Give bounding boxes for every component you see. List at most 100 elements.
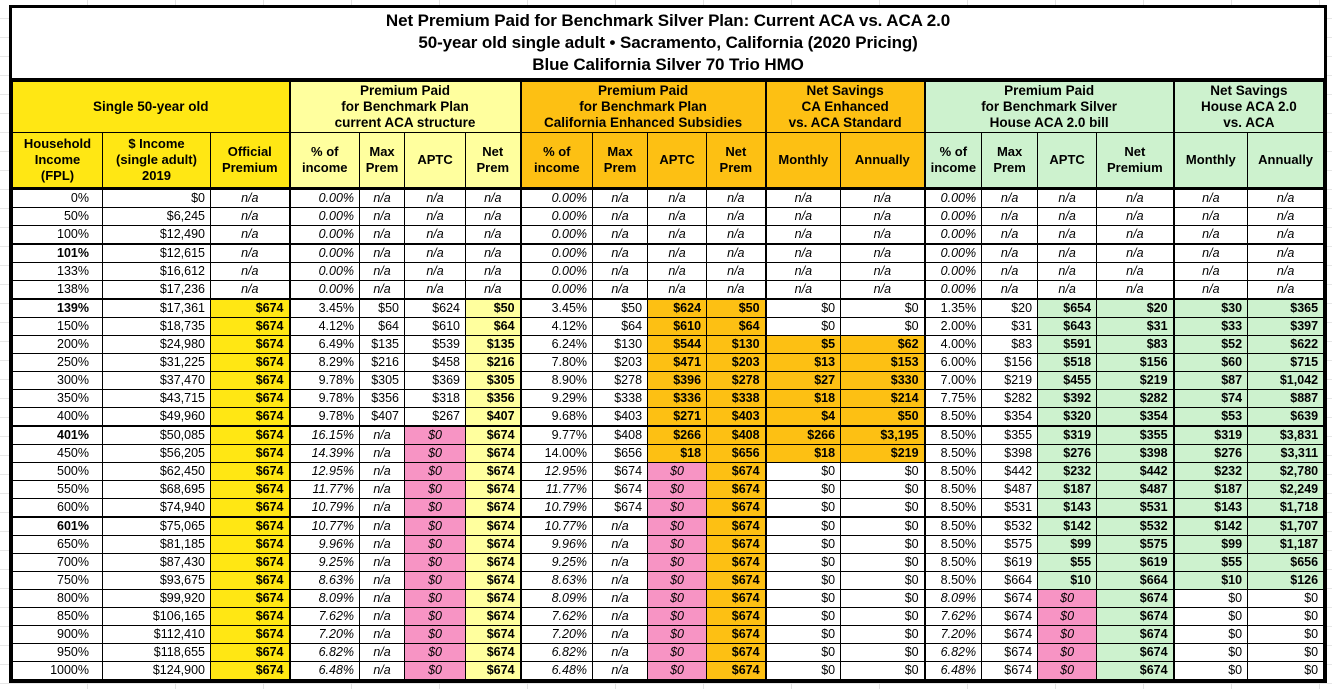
cell-aca_pct: 0.00% xyxy=(288,262,361,281)
cell-aca_aptc: n/a xyxy=(404,262,467,281)
cell-fpl: 250% xyxy=(12,353,103,372)
cell-fpl: 400% xyxy=(12,407,103,427)
cell-h_monthly: $319 xyxy=(1172,425,1249,445)
cell-official: n/a xyxy=(209,262,291,281)
cell-aca_net: $674 xyxy=(465,571,522,590)
cell-fpl: 600% xyxy=(12,498,103,518)
cell-aca_aptc: n/a xyxy=(404,225,467,245)
cell-h_net: n/a xyxy=(1096,243,1175,263)
cell-ca_aptc: $0 xyxy=(647,607,708,626)
cell-aca_net: $305 xyxy=(465,371,522,390)
cell-h_monthly: $33 xyxy=(1172,317,1249,336)
cell-ca_monthly: $0 xyxy=(764,535,842,554)
cell-h_pct: 8.50% xyxy=(923,553,983,572)
cell-aca_pct: 14.39% xyxy=(288,444,361,463)
cell-aca_pct: 9.78% xyxy=(288,407,361,427)
cell-ca_annually: n/a xyxy=(840,225,926,245)
premium-comparison-table: Single 50-year old Premium Paid for Bench… xyxy=(11,81,1325,680)
cell-h_pct: 8.50% xyxy=(923,535,983,554)
cell-ca_pct: 0.00% xyxy=(519,225,594,245)
cell-ca_annually: $219 xyxy=(840,444,926,463)
group-header: Premium Paid for Benchmark Silver House … xyxy=(923,81,1175,133)
cell-aca_aptc: $0 xyxy=(404,425,467,445)
cell-ca_monthly: n/a xyxy=(764,243,842,263)
cell-h_aptc: $232 xyxy=(1037,462,1098,481)
table-row: 500% $62,450 $674 12.95% n/a $0 $674 12.95% $674… xyxy=(12,462,1325,481)
cell-ca_pct: 0.00% xyxy=(519,280,594,300)
cell-ca_monthly: n/a xyxy=(764,280,842,300)
cell-aca_max: $135 xyxy=(359,335,406,354)
cell-official: $674 xyxy=(209,643,291,662)
cell-aca_pct: 16.15% xyxy=(288,425,361,445)
cell-ca_monthly: $0 xyxy=(764,661,842,680)
cell-h_pct: 6.00% xyxy=(923,353,983,372)
table-row: 350% $43,715 $674 9.78% $356 $318 $356 9.29% $33… xyxy=(12,389,1325,408)
cell-h_max: n/a xyxy=(981,188,1039,208)
cell-ca_max: $203 xyxy=(592,353,649,372)
cell-ca_aptc: n/a xyxy=(647,262,708,281)
table-row: 133% $16,612 n/a 0.00% n/a n/a n/a 0.00% n/a n/a n… xyxy=(12,262,1325,281)
cell-aca_net: $407 xyxy=(465,407,522,427)
cell-h_aptc: $320 xyxy=(1037,407,1098,427)
cell-income: $56,205 xyxy=(102,444,211,463)
cell-ca_net: n/a xyxy=(706,262,767,281)
cell-aca_pct: 8.29% xyxy=(288,353,361,372)
cell-h_pct: 8.50% xyxy=(923,480,983,499)
cell-fpl: 50% xyxy=(12,207,103,226)
table-row: 101% $12,615 n/a 0.00% n/a n/a n/a 0.00% n/a n/a n… xyxy=(12,243,1325,263)
group-header: Net Savings House ACA 2.0 vs. ACA xyxy=(1172,81,1325,133)
cell-ca_max: n/a xyxy=(592,516,649,536)
cell-official: $674 xyxy=(209,516,291,536)
cell-aca_aptc: $0 xyxy=(404,535,467,554)
cell-h_net: $674 xyxy=(1096,643,1175,662)
cell-h_monthly: n/a xyxy=(1172,243,1249,263)
cell-aca_aptc: $0 xyxy=(404,498,467,518)
cell-ca_annually: $153 xyxy=(840,353,926,372)
cell-aca_pct: 10.79% xyxy=(288,498,361,518)
cell-ca_aptc: $266 xyxy=(647,425,708,445)
cell-aca_aptc: n/a xyxy=(404,243,467,263)
cell-h_max: $674 xyxy=(981,589,1039,608)
column-header-ca_monthly: Monthly xyxy=(764,132,842,190)
cell-h_annually: $715 xyxy=(1247,353,1325,372)
cell-h_net: $31 xyxy=(1096,317,1175,336)
cell-ca_net: $674 xyxy=(706,661,767,680)
cell-fpl: 601% xyxy=(12,516,103,536)
cell-h_pct: 8.50% xyxy=(923,571,983,590)
cell-h_aptc: $518 xyxy=(1037,353,1098,372)
cell-ca_pct: 10.77% xyxy=(519,516,594,536)
cell-aca_max: n/a xyxy=(359,243,406,263)
cell-ca_max: n/a xyxy=(592,207,649,226)
cell-ca_monthly: $0 xyxy=(764,643,842,662)
cell-h_max: n/a xyxy=(981,207,1039,226)
cell-h_aptc: $643 xyxy=(1037,317,1098,336)
table-row: 900% $112,410 $674 7.20% n/a $0 $674 7.20% n/a $0… xyxy=(12,625,1325,644)
cell-ca_aptc: $610 xyxy=(647,317,708,336)
cell-h_max: $355 xyxy=(981,425,1039,445)
cell-h_annually: $0 xyxy=(1247,589,1325,608)
cell-aca_pct: 0.00% xyxy=(288,188,361,208)
cell-ca_monthly: $13 xyxy=(764,353,842,372)
cell-h_pct: 6.48% xyxy=(923,661,983,680)
cell-official: $674 xyxy=(209,661,291,680)
cell-ca_monthly: $0 xyxy=(764,607,842,626)
group-header: Net Savings CA Enhanced vs. ACA Standard xyxy=(764,81,926,133)
table-row: 401% $50,085 $674 16.15% n/a $0 $674 9.77% $408 $… xyxy=(12,425,1325,445)
group-header: Single 50-year old xyxy=(11,81,291,133)
cell-ca_pct: 9.77% xyxy=(519,425,594,445)
cell-official: n/a xyxy=(209,243,291,263)
cell-ca_annually: n/a xyxy=(840,188,926,208)
cell-ca_pct: 10.79% xyxy=(519,498,594,518)
cell-fpl: 700% xyxy=(12,553,103,572)
cell-h_net: $355 xyxy=(1096,425,1175,445)
cell-ca_pct: 6.24% xyxy=(519,335,594,354)
cell-ca_annually: $3,195 xyxy=(840,425,926,445)
cell-h_annually: $1,187 xyxy=(1247,535,1325,554)
cell-aca_aptc: $0 xyxy=(404,571,467,590)
cell-h_monthly: $276 xyxy=(1172,444,1249,463)
cell-h_monthly: $60 xyxy=(1172,353,1249,372)
cell-ca_monthly: $0 xyxy=(764,317,842,336)
cell-ca_net: $203 xyxy=(706,353,767,372)
cell-official: $674 xyxy=(209,553,291,572)
cell-aca_aptc: $0 xyxy=(404,607,467,626)
